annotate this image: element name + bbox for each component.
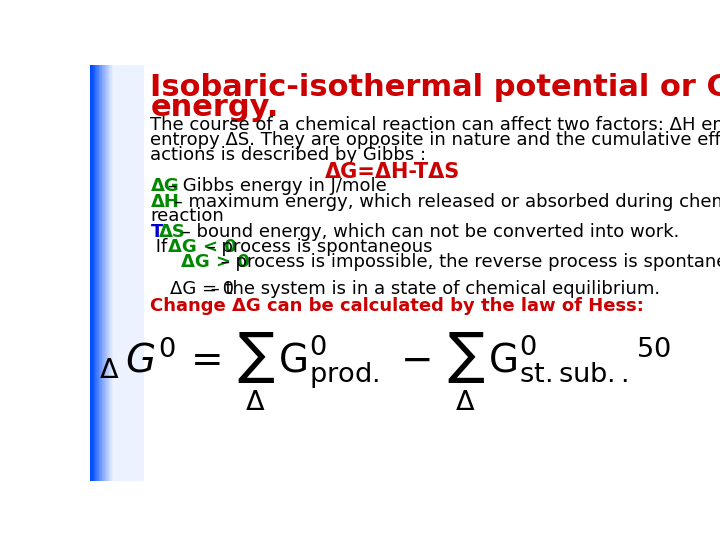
- Bar: [127, 65, 128, 481]
- Text: The course of a chemical reaction can affect two factors: ΔH enthalpy and: The course of a chemical reaction can af…: [150, 117, 720, 134]
- Bar: [99, 65, 100, 481]
- Bar: [117, 65, 118, 481]
- Bar: [141, 65, 142, 481]
- Bar: [108, 65, 109, 481]
- Bar: [137, 65, 138, 481]
- Bar: [107, 65, 108, 481]
- Bar: [135, 65, 136, 481]
- Bar: [93, 65, 94, 481]
- Bar: [94, 65, 96, 481]
- Bar: [134, 65, 135, 481]
- Text: ΔG < 0: ΔG < 0: [168, 238, 236, 256]
- Bar: [128, 65, 129, 481]
- Text: $_{\mathsf{\Delta}}\,G^{\mathsf{0}}$$\mathsf{\,=\,\sum_{\Delta}\,G^{0}_{prod.}\,: $_{\mathsf{\Delta}}\,G^{\mathsf{0}}$$\ma…: [99, 330, 670, 413]
- Text: ΔS: ΔS: [159, 222, 186, 241]
- Bar: [106, 65, 107, 481]
- Bar: [120, 65, 121, 481]
- Bar: [129, 65, 130, 481]
- Bar: [138, 65, 139, 481]
- Bar: [123, 65, 124, 481]
- Bar: [92, 65, 93, 481]
- Bar: [111, 65, 112, 481]
- Bar: [98, 65, 99, 481]
- Bar: [142, 65, 143, 481]
- Bar: [116, 65, 117, 481]
- Bar: [102, 65, 103, 481]
- Bar: [133, 65, 134, 481]
- Text: ΔH: ΔH: [150, 193, 179, 211]
- Bar: [110, 65, 111, 481]
- Bar: [90, 65, 91, 481]
- Text: entropy ΔS. They are opposite in nature and the cumulative effect of their: entropy ΔS. They are opposite in nature …: [150, 131, 720, 149]
- Bar: [112, 65, 113, 481]
- Bar: [97, 65, 98, 481]
- Text: ΔG > 0: ΔG > 0: [181, 253, 251, 272]
- Text: Change ΔG can be calculated by the law of Hess:: Change ΔG can be calculated by the law o…: [150, 298, 644, 315]
- Text: reaction: reaction: [150, 207, 224, 225]
- Bar: [131, 65, 132, 481]
- Text: ΔG=ΔH-TΔS: ΔG=ΔH-TΔS: [325, 162, 460, 182]
- Bar: [121, 65, 122, 481]
- Text: If: If: [150, 238, 174, 256]
- Text: ΔG: ΔG: [150, 177, 179, 195]
- Text: – process is spontaneous: – process is spontaneous: [201, 238, 432, 256]
- Bar: [103, 65, 104, 481]
- Bar: [104, 65, 106, 481]
- Bar: [109, 65, 110, 481]
- Text: – maximum energy, which released or absorbed during chemical: – maximum energy, which released or abso…: [168, 193, 720, 211]
- Bar: [143, 65, 144, 481]
- Bar: [119, 65, 120, 481]
- Text: T: T: [150, 222, 163, 241]
- Bar: [122, 65, 123, 481]
- Text: ΔG = 0: ΔG = 0: [170, 280, 234, 299]
- Bar: [114, 65, 116, 481]
- Bar: [132, 65, 133, 481]
- Text: – the system is in a state of chemical equilibrium.: – the system is in a state of chemical e…: [204, 280, 660, 299]
- Text: actions is described by Gibbs :: actions is described by Gibbs :: [150, 146, 426, 164]
- Text: – Gibbs energy in J/mole: – Gibbs energy in J/mole: [168, 177, 386, 195]
- Bar: [140, 65, 141, 481]
- Text: – process is impossible, the reverse process is spontaneous: – process is impossible, the reverse pro…: [215, 253, 720, 272]
- Bar: [125, 65, 126, 481]
- Text: Isobaric-isothermal potential or Gibbs: Isobaric-isothermal potential or Gibbs: [150, 72, 720, 102]
- Bar: [101, 65, 102, 481]
- Text: – bound energy, which can not be converted into work.: – bound energy, which can not be convert…: [176, 222, 680, 241]
- Bar: [91, 65, 92, 481]
- Bar: [113, 65, 114, 481]
- Bar: [126, 65, 127, 481]
- Bar: [124, 65, 125, 481]
- Bar: [96, 65, 97, 481]
- Bar: [118, 65, 119, 481]
- Bar: [130, 65, 131, 481]
- Bar: [100, 65, 101, 481]
- Bar: [139, 65, 140, 481]
- Text: energy.: energy.: [150, 93, 279, 122]
- Bar: [136, 65, 137, 481]
